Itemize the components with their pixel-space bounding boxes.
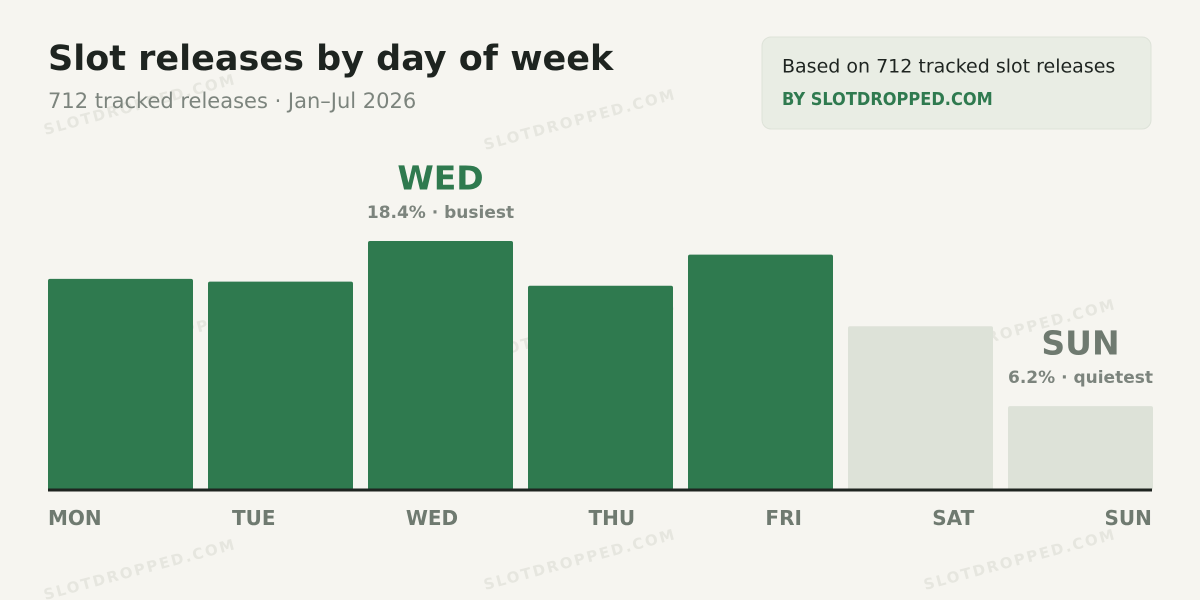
bar bbox=[528, 285, 673, 490]
bar bbox=[688, 254, 833, 490]
watermark: SLOTDROPPED.COM bbox=[42, 535, 239, 600]
info-box bbox=[761, 36, 1152, 130]
chart-subtitle: 712 tracked releases · Jan–Jul 2026 bbox=[48, 89, 416, 113]
x-tick-label: SAT bbox=[932, 506, 975, 530]
source: BY SLOTDROPPED.COM bbox=[782, 89, 993, 110]
watermark: SLOTDROPPED.COM bbox=[922, 525, 1119, 594]
note: Based on 712 tracked slot releases bbox=[782, 56, 1115, 78]
x-tick-label: MON bbox=[48, 506, 102, 530]
bar bbox=[368, 241, 513, 490]
watermark: SLOTDROPPED.COM bbox=[482, 525, 679, 594]
x-tick-label: SUN bbox=[1104, 506, 1152, 530]
annotation-text: 6.2% · quietest bbox=[1008, 368, 1153, 388]
bar bbox=[48, 278, 193, 490]
bar bbox=[208, 281, 353, 490]
watermark: SLOTDROPPED.COM bbox=[482, 85, 679, 154]
category-axis: MON TUE WED THU FRI SAT SUN bbox=[48, 506, 1152, 530]
bar bbox=[1008, 406, 1153, 490]
bar bbox=[848, 326, 993, 490]
annotation-text: 18.4% · busiest bbox=[367, 203, 514, 223]
chart-title: Slot releases by day of week bbox=[48, 39, 614, 79]
x-tick-label: TUE bbox=[231, 506, 276, 530]
x-tick-label: WED bbox=[405, 506, 459, 530]
x-tick-label: FRI bbox=[765, 506, 802, 530]
annotation-title: WED bbox=[397, 159, 483, 198]
x-tick-label: THU bbox=[588, 506, 636, 530]
annotation-title: SUN bbox=[1041, 324, 1119, 363]
